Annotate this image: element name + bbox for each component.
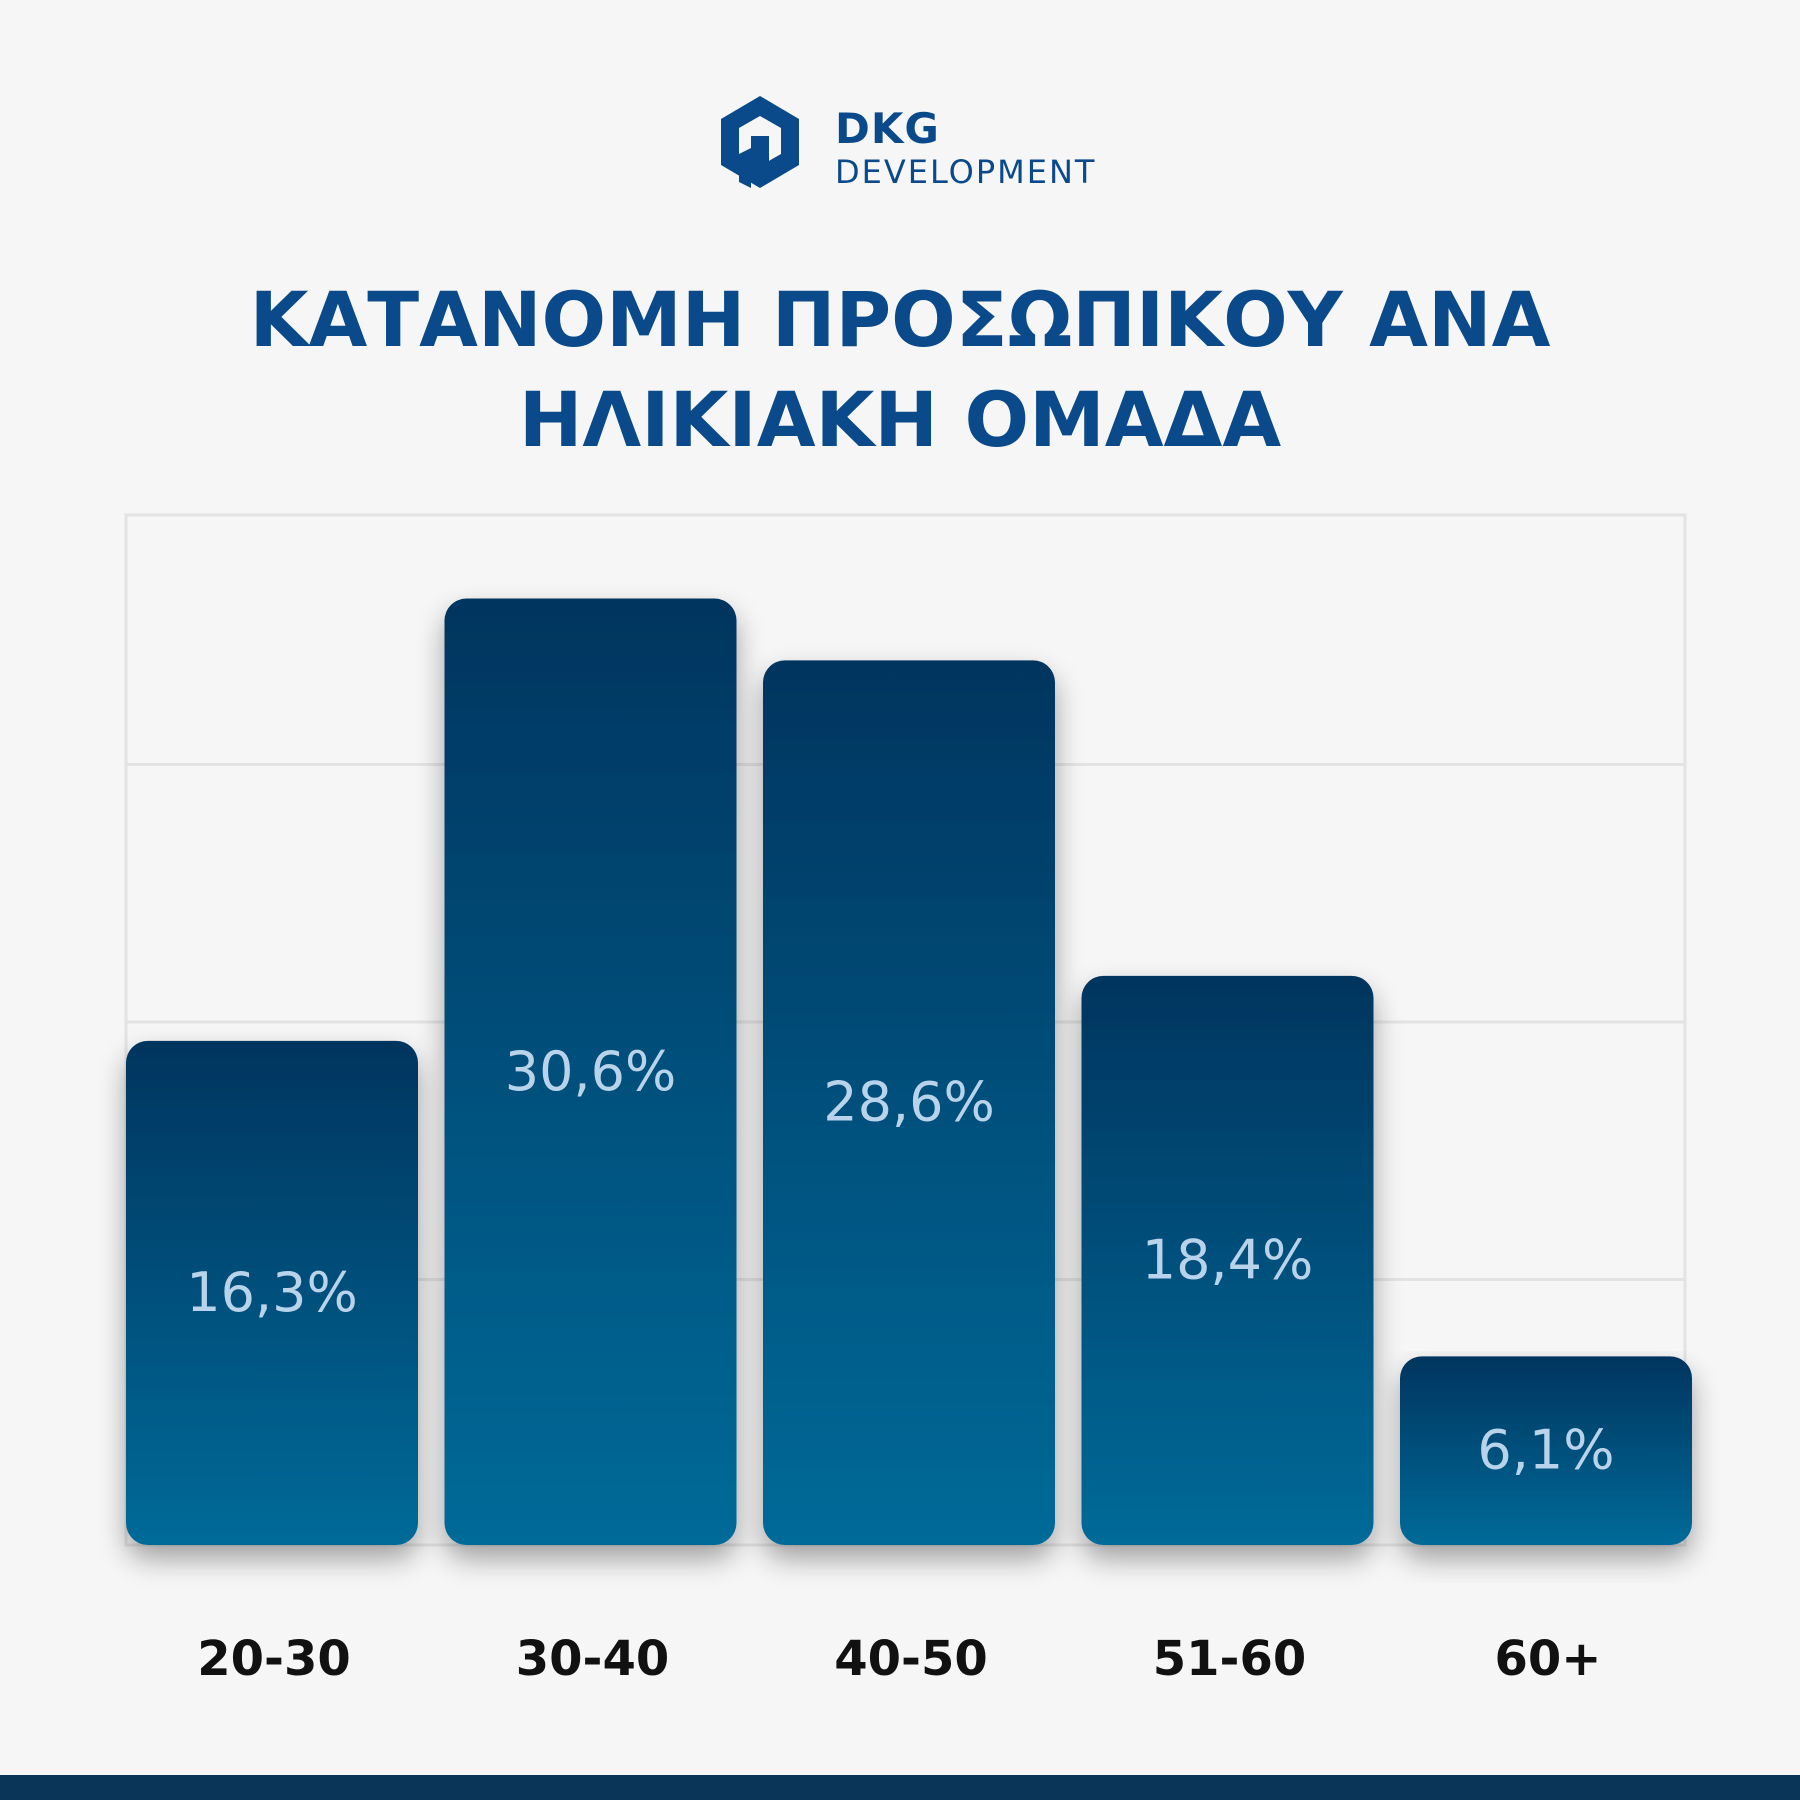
value-label-40-50: 28,6% [823,1071,995,1134]
chart-title-line-1: ΚΑΤΑΝΟΜΗ ΠΡΟΣΩΠΙΚΟΥ ΑΝΑ [249,275,1551,364]
bar-30-40 [444,598,737,1545]
chart-title: ΚΑΤΑΝΟΜΗ ΠΡΟΣΩΠΙΚΟΥ ΑΝΑ ΗΛΙΚΙΑΚΗ ΟΜΑΔΑ [0,270,1800,470]
chart-title-line-2: ΗΛΙΚΙΑΚΗ ΟΜΑΔΑ [518,375,1282,464]
bars [126,598,1692,1545]
brand-name-bottom: DEVELOPMENT [835,153,1097,191]
dkg-logo-icon [721,96,799,188]
bar-60+ [1400,1356,1692,1545]
value-label-60+: 6,1% [1477,1419,1614,1482]
category-label-40-50: 40-50 [834,1631,988,1687]
brand-logo: DKG DEVELOPMENT [715,88,1135,198]
brand-name-top: DKG [835,104,940,153]
value-label-30-40: 30,6% [505,1040,677,1103]
category-labels: 20-30 30-40 40-50 51-60 60+ [197,1631,1601,1687]
category-label-51-60: 51-60 [1153,1631,1307,1687]
value-label-51-60: 18,4% [1142,1228,1314,1291]
value-label-20-30: 16,3% [186,1261,358,1324]
bar-51-60 [1081,975,1374,1545]
category-label-20-30: 20-30 [197,1631,351,1687]
footer-band [0,1775,1800,1800]
category-label-60+: 60+ [1494,1631,1601,1687]
value-labels: 16,3% 30,6% 28,6% 18,4% 6,1% [186,1040,1614,1482]
bar-40-50 [763,660,1055,1545]
category-label-30-40: 30-40 [516,1631,670,1687]
bar-20-30 [126,1040,418,1545]
